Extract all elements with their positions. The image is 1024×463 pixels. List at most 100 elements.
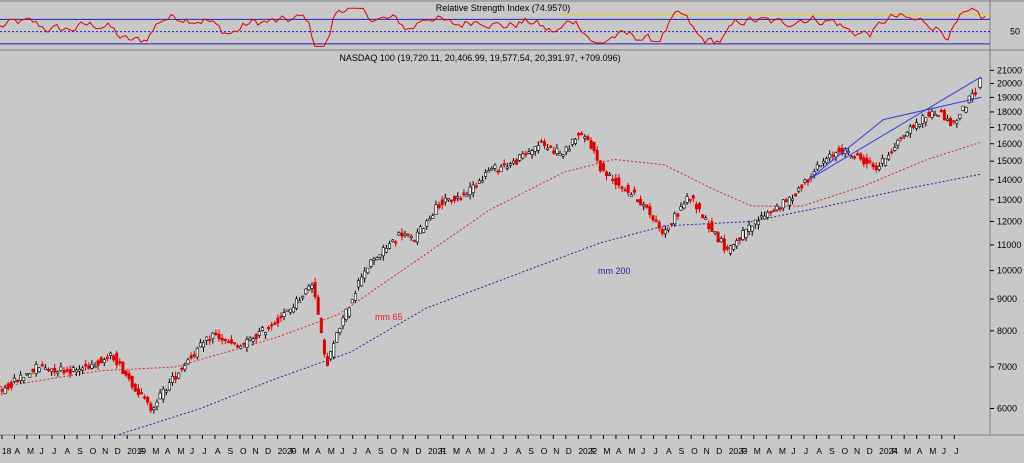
y-tick-label: 19000 bbox=[997, 92, 1022, 102]
candle-body bbox=[887, 154, 891, 160]
y-tick-label: 21000 bbox=[997, 65, 1022, 75]
candle-body bbox=[573, 138, 577, 144]
candle-body bbox=[248, 337, 252, 341]
candle-body bbox=[118, 361, 122, 364]
ma65-label: mm 65 bbox=[375, 312, 403, 322]
x-tick-label: O bbox=[90, 446, 97, 456]
candle-body bbox=[549, 145, 553, 148]
candle-body bbox=[955, 120, 959, 124]
candle-body bbox=[958, 114, 962, 119]
candle-body bbox=[927, 112, 931, 117]
x-tick-label: J bbox=[942, 446, 946, 456]
x-tick-label: S bbox=[829, 446, 835, 456]
x-tick-label: O bbox=[842, 446, 849, 456]
candle-body bbox=[750, 225, 754, 232]
candle-body bbox=[825, 158, 829, 163]
candle-body bbox=[270, 324, 274, 327]
candle-body bbox=[186, 359, 190, 365]
candle-body bbox=[620, 186, 624, 189]
candle-body bbox=[536, 145, 540, 151]
candle-body bbox=[704, 217, 708, 220]
candle-body bbox=[68, 369, 72, 375]
candle-body bbox=[335, 332, 339, 343]
x-tick-label: S bbox=[528, 446, 534, 456]
candle-body bbox=[828, 153, 832, 159]
candle-body bbox=[459, 197, 463, 200]
channel-base-line bbox=[807, 119, 884, 181]
candle-body bbox=[171, 375, 175, 383]
candle-body bbox=[490, 168, 494, 171]
candle-body bbox=[40, 364, 44, 367]
x-tick-label: M bbox=[303, 446, 310, 456]
candle-body bbox=[852, 156, 856, 159]
candle-body bbox=[899, 137, 903, 140]
candle-body bbox=[608, 173, 612, 176]
y-tick-label: 15000 bbox=[997, 156, 1022, 166]
candle-body bbox=[183, 365, 187, 370]
x-tick-label: A bbox=[65, 446, 71, 456]
candle-body bbox=[629, 194, 633, 197]
y-tick-label: 7000 bbox=[997, 362, 1017, 372]
candle-body bbox=[360, 276, 364, 287]
candle-body bbox=[871, 163, 875, 168]
candle-body bbox=[378, 254, 382, 258]
candle-body bbox=[338, 328, 342, 333]
candle-body bbox=[663, 229, 667, 235]
candle-body bbox=[806, 179, 810, 183]
candle-body bbox=[477, 180, 481, 184]
candle-body bbox=[676, 213, 680, 217]
x-tick-label: S bbox=[227, 446, 233, 456]
candle-body bbox=[233, 342, 237, 345]
x-tick-label: A bbox=[14, 446, 20, 456]
candle-body bbox=[521, 153, 525, 159]
candle-body bbox=[902, 134, 906, 137]
x-tick-label: O bbox=[541, 446, 548, 456]
candle-body bbox=[617, 177, 621, 186]
candle-body bbox=[133, 383, 137, 392]
candle-body bbox=[254, 334, 258, 340]
candle-body bbox=[670, 223, 674, 226]
x-tick-label: M bbox=[779, 446, 786, 456]
candle-body bbox=[688, 198, 692, 201]
candle-body bbox=[263, 332, 267, 336]
candle-body bbox=[728, 245, 732, 254]
candle-body bbox=[763, 215, 767, 220]
y-tick-label: 12000 bbox=[997, 216, 1022, 226]
x-tick-label: M bbox=[754, 446, 761, 456]
candle-body bbox=[905, 132, 909, 137]
candle-body bbox=[874, 165, 878, 171]
candle-body bbox=[25, 372, 29, 376]
candle-body bbox=[908, 126, 912, 134]
candle-body bbox=[366, 267, 370, 274]
candle-body bbox=[96, 360, 100, 366]
candle-body bbox=[208, 339, 212, 342]
candle-body bbox=[691, 195, 695, 199]
x-tick-label: N bbox=[704, 446, 710, 456]
candle-body bbox=[403, 233, 407, 236]
candle-body bbox=[890, 151, 894, 154]
candle-body bbox=[130, 375, 134, 388]
candle-body bbox=[598, 160, 602, 172]
candle-body bbox=[78, 368, 82, 372]
candle-body bbox=[775, 205, 779, 211]
x-tick-label: A bbox=[315, 446, 321, 456]
x-tick-label: F bbox=[140, 446, 145, 456]
candle-body bbox=[304, 288, 308, 295]
candle-body bbox=[546, 147, 550, 150]
candle-body bbox=[93, 365, 97, 369]
x-tick-label: D bbox=[716, 446, 722, 456]
candle-body bbox=[815, 164, 819, 170]
candle-body bbox=[601, 163, 605, 171]
x-tick-label: M bbox=[177, 446, 184, 456]
candle-body bbox=[214, 332, 218, 335]
candles-group bbox=[0, 87, 977, 414]
candle-body bbox=[90, 363, 94, 369]
x-tick-label: N bbox=[854, 446, 860, 456]
candle-body bbox=[198, 342, 202, 348]
candle-body bbox=[505, 166, 509, 169]
candle-body bbox=[518, 154, 522, 161]
candle-body bbox=[425, 220, 429, 227]
candle-body bbox=[719, 238, 723, 243]
candle-body bbox=[611, 178, 615, 181]
